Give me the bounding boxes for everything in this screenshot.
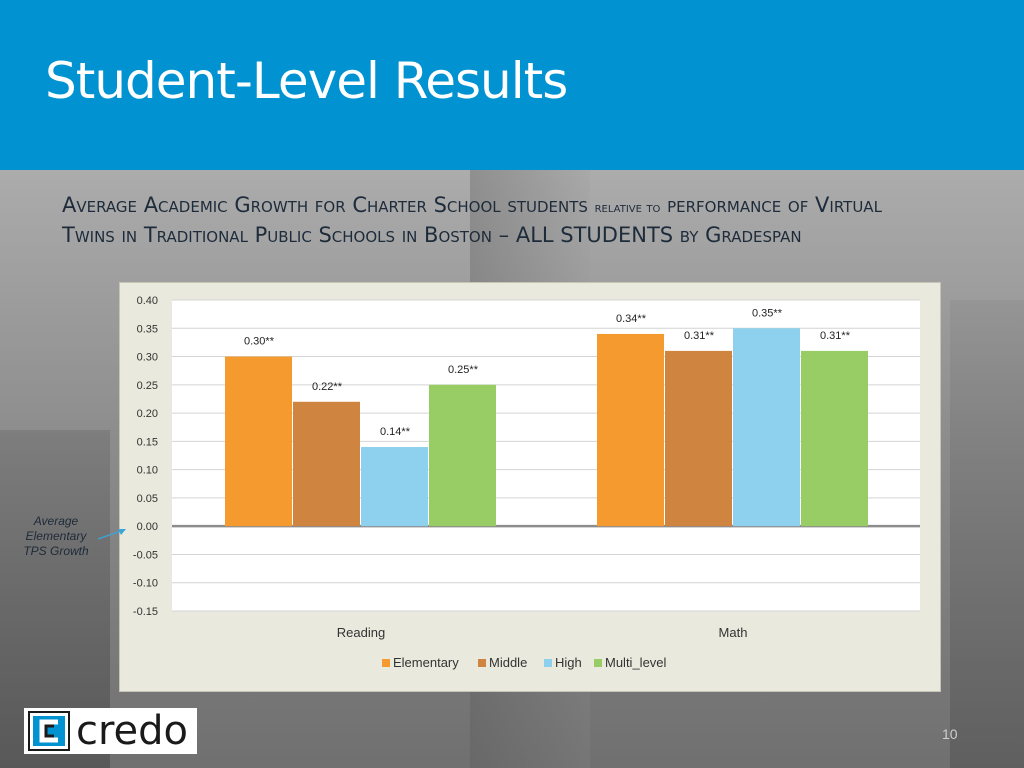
data-label: 0.34** <box>616 313 647 325</box>
subtitle-part-5: by Gradespan <box>679 223 802 247</box>
bar-multi_level-reading <box>429 384 496 527</box>
y-tick-label: 0.40 <box>137 295 158 307</box>
legend-label-middle: Middle <box>489 655 527 670</box>
bar-elementary-math <box>597 333 664 527</box>
data-label: 0.30** <box>244 336 275 348</box>
slide-title: Student-Level Results <box>45 52 568 110</box>
bar-multi_level-math <box>801 350 868 527</box>
x-category-label: Math <box>719 625 748 640</box>
y-tick-label: 0.25 <box>137 380 158 392</box>
bar-high-reading <box>361 447 428 527</box>
credo-logo-text: credo <box>76 708 189 754</box>
y-tick-label: 0.20 <box>137 408 158 420</box>
data-label: 0.31** <box>684 330 715 342</box>
legend-swatch-middle <box>478 659 486 667</box>
bar-high-math <box>733 328 800 527</box>
y-tick-label: 0.05 <box>137 493 158 505</box>
data-label: 0.14** <box>380 426 411 438</box>
y-tick-label: -0.05 <box>133 549 158 561</box>
subtitle-part-2: relative to <box>594 200 661 216</box>
data-label: 0.31** <box>820 330 851 342</box>
y-tick-label: -0.10 <box>133 578 158 590</box>
bar-middle-math <box>665 350 732 527</box>
legend-swatch-multi_level <box>594 659 602 667</box>
chart-subtitle: Average Academic Growth for Charter Scho… <box>62 192 922 249</box>
y-tick-label: 0.15 <box>137 436 158 448</box>
y-tick-label: 0.35 <box>137 323 158 335</box>
y-tick-label: 0.00 <box>137 521 158 533</box>
legend-label-high: High <box>555 655 582 670</box>
tps-growth-annotation: Average Elementary TPS Growth <box>23 514 89 558</box>
chart-panel: 0.40 0.35 0.30 0.25 0.20 0.15 0.10 0.05 0.00 -0.0… <box>119 282 941 692</box>
credo-logo: credo <box>24 708 197 754</box>
y-tick-label: 0.10 <box>137 465 158 477</box>
data-label: 0.22** <box>312 381 343 393</box>
bar-chart: 0.40 0.35 0.30 0.25 0.20 0.15 0.10 0.05 0.00 -0.0… <box>133 295 920 670</box>
background-building-right <box>950 300 1024 768</box>
subtitle-part-1: Average Academic Growth for Charter Scho… <box>62 193 588 217</box>
legend-label-multi_level: Multi_level <box>605 655 667 670</box>
annotation-arrow-icon <box>97 529 126 540</box>
page-number: 10 <box>942 726 958 742</box>
y-tick-label: -0.15 <box>133 606 158 618</box>
legend-swatch-elementary <box>382 659 390 667</box>
subtitle-part-4: ALL STUDENTS <box>515 223 674 247</box>
x-category-label: Reading <box>337 625 385 640</box>
legend-label-elementary: Elementary <box>393 655 459 670</box>
bar-elementary-reading <box>225 356 292 527</box>
title-bar: Student-Level Results <box>0 0 1024 170</box>
subtitle-part-3: performance of Virtual Twins in Traditio… <box>62 193 882 247</box>
data-label: 0.35** <box>752 307 783 319</box>
credo-logo-mark-icon <box>28 711 70 751</box>
data-label: 0.25** <box>448 364 479 376</box>
legend-swatch-high <box>544 659 552 667</box>
y-tick-label: 0.30 <box>137 352 158 364</box>
bar-middle-reading <box>293 401 360 527</box>
